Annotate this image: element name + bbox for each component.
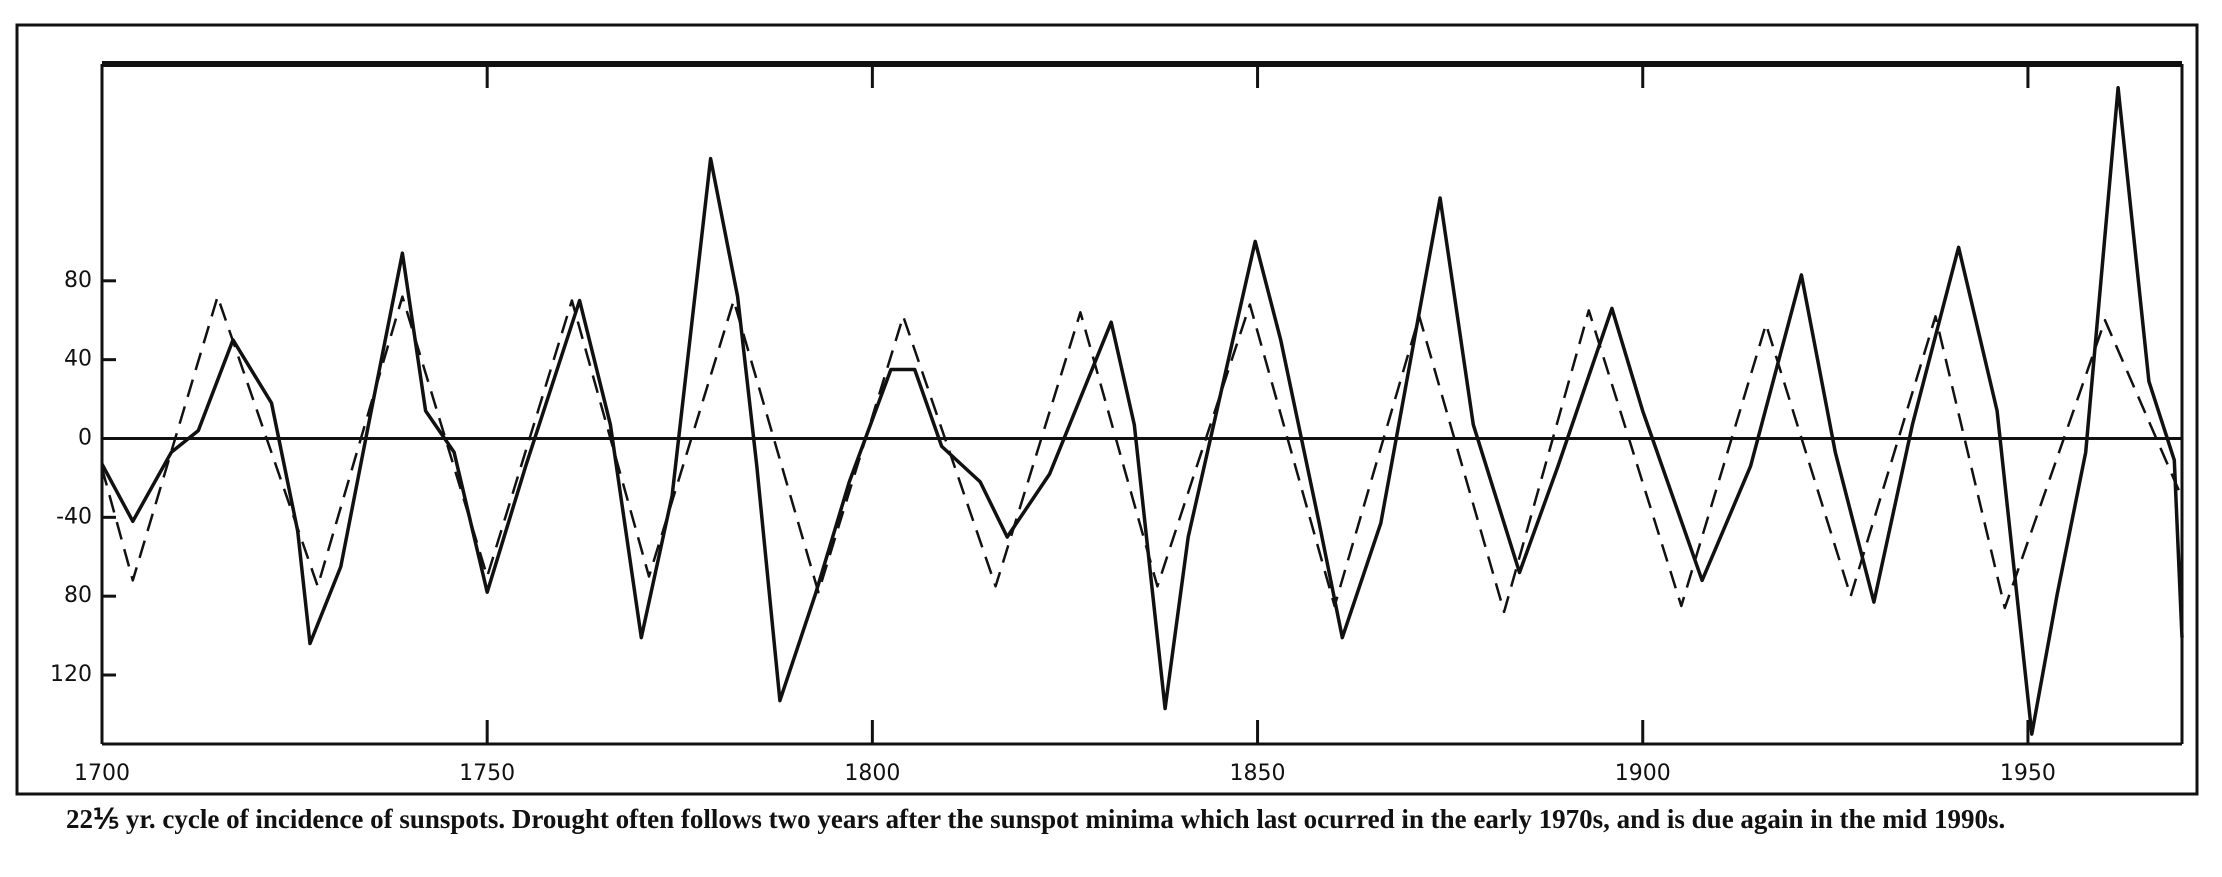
y-tick-label: 80 [64, 583, 92, 608]
caption: 22⅕ yr. cycle of incidence of sunspots. … [66, 804, 2006, 834]
x-tick-label: 1850 [1230, 761, 1286, 786]
y-tick-label: 80 [64, 268, 92, 293]
x-tick-label: 1950 [2000, 761, 2056, 786]
y-tick-label: 120 [50, 662, 92, 687]
fitted-cycle-line [100, 295, 2184, 614]
frame [15, 23, 2199, 796]
y-tick-label: -40 [56, 504, 92, 529]
x-tick-label: 1800 [844, 761, 900, 786]
x-tick-label: 1700 [74, 761, 130, 786]
y-tick-label: 0 [78, 425, 92, 450]
x-tick-label: 1750 [459, 761, 515, 786]
y-tick-label: 40 [64, 347, 92, 372]
sunspot-line [100, 85, 2184, 736]
chart: 120 80 -40 0 40 80 1700 1750 1800 1850 1900 1950 [15, 23, 2199, 796]
x-tick-label: 1900 [1615, 761, 1671, 786]
